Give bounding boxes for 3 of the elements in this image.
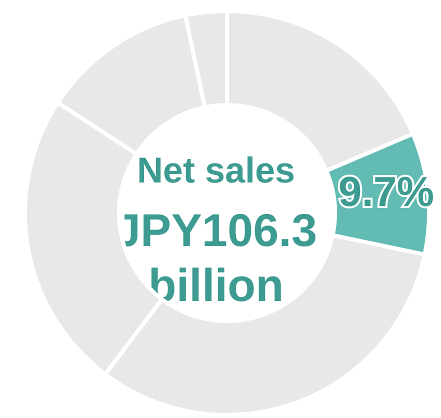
text: JPY106.3 — [114, 204, 318, 256]
text: billion — [148, 259, 284, 311]
text: Net sales — [136, 150, 296, 190]
